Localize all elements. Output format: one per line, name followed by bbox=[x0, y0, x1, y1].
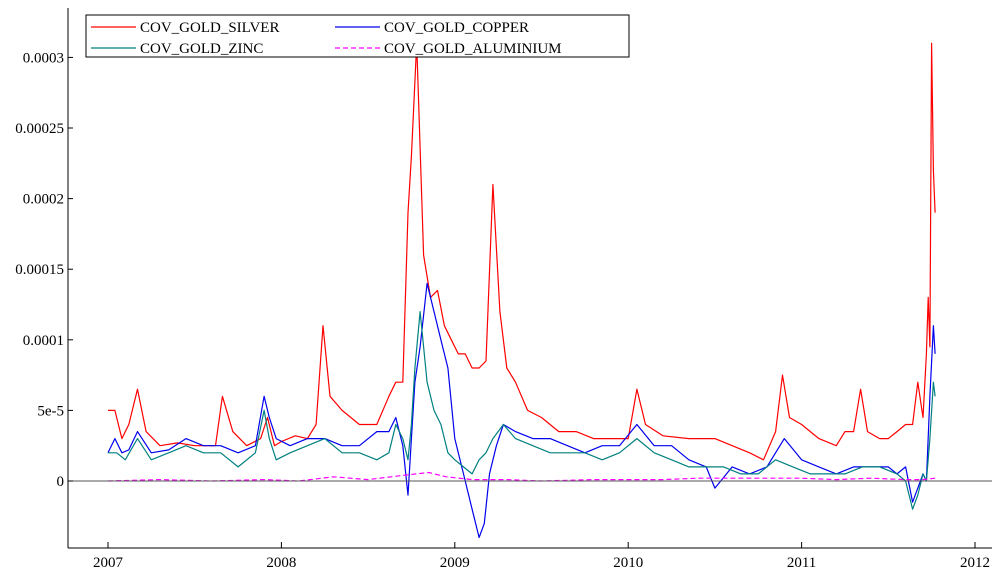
legend: COV_GOLD_SILVER COV_GOLD_COPPER COV_GOLD… bbox=[85, 14, 630, 58]
x-tick-label: 2007 bbox=[93, 555, 124, 571]
x-tick-label: 2010 bbox=[613, 555, 643, 571]
legend-label-zinc: COV_GOLD_ZINC bbox=[140, 41, 263, 57]
y-tick-label: 0 bbox=[57, 474, 65, 490]
y-tick-label: 5e-5 bbox=[37, 403, 64, 419]
y-tick-label: 0.0003 bbox=[23, 50, 64, 66]
x-tick-label: 2008 bbox=[266, 555, 296, 571]
y-tick-label: 0.0002 bbox=[23, 192, 64, 208]
legend-label-copper: COV_GOLD_COPPER bbox=[384, 20, 529, 36]
y-tick-label: 0.00025 bbox=[15, 121, 64, 137]
axes-layer: 2007 2008 2009 2010 2011 2012 0 5e-5 0.0001 0.000… bbox=[15, 8, 992, 571]
legend-label-aluminium: COV_GOLD_ALUMINIUM bbox=[384, 41, 562, 57]
x-tick-label: 2012 bbox=[960, 555, 990, 571]
series-line-2 bbox=[108, 311, 936, 510]
series-layer bbox=[107, 42, 936, 539]
y-tick-label: 0.0001 bbox=[23, 333, 64, 349]
legend-label-silver: COV_GOLD_SILVER bbox=[140, 20, 279, 36]
x-tick-label: 2011 bbox=[787, 555, 816, 571]
x-tick-label: 2009 bbox=[440, 555, 470, 571]
y-tick-label: 0.00015 bbox=[15, 262, 64, 278]
series-line-1 bbox=[107, 282, 936, 539]
legend-box bbox=[85, 14, 630, 58]
series-line-0 bbox=[108, 42, 936, 461]
